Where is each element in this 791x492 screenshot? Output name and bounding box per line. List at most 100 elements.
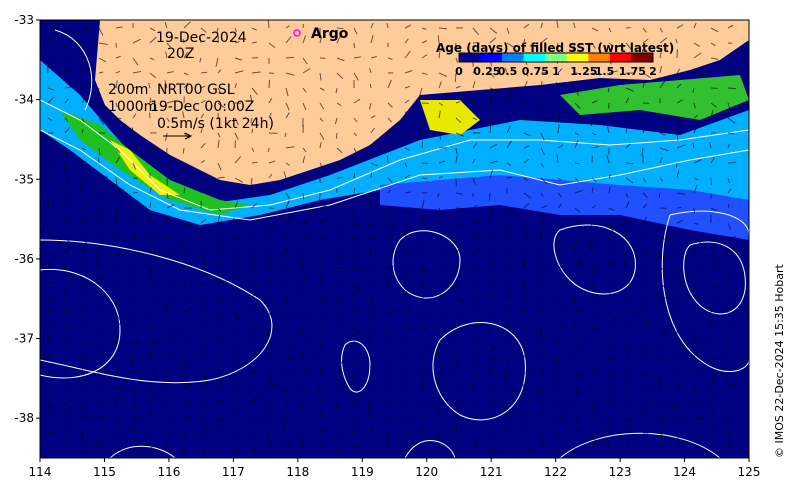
current-vector	[608, 429, 611, 434]
current-vector	[557, 247, 560, 254]
current-vector	[166, 158, 172, 164]
current-vector	[659, 267, 667, 272]
current-vector	[404, 416, 411, 419]
current-vector	[523, 326, 529, 329]
current-vector	[132, 57, 139, 66]
current-vector	[591, 100, 598, 104]
current-vector	[132, 417, 142, 421]
current-vector	[540, 205, 548, 209]
y-tick-label: -35	[14, 172, 34, 186]
current-vector	[608, 186, 611, 194]
current-vector	[625, 229, 628, 239]
current-vector	[608, 260, 613, 269]
current-vector	[710, 237, 717, 243]
current-vector	[438, 312, 444, 316]
current-vector	[574, 72, 581, 75]
current-vector	[506, 95, 513, 104]
current-vector	[693, 282, 697, 290]
current-vector	[251, 395, 259, 404]
current-vector	[557, 306, 563, 314]
current-vector	[285, 87, 289, 97]
current-vector	[727, 383, 736, 389]
current-vector	[608, 42, 614, 47]
current-vector	[131, 127, 134, 134]
current-vector	[319, 429, 324, 434]
current-vector	[472, 357, 480, 365]
x-tick-label: 123	[609, 465, 632, 479]
current-vector	[523, 117, 529, 120]
current-vector	[659, 379, 662, 389]
current-vector	[642, 72, 651, 79]
current-vector	[285, 312, 291, 317]
current-vector	[370, 34, 374, 44]
y-tick-label: -34	[14, 93, 34, 107]
current-vector	[455, 282, 458, 289]
current-vector	[455, 155, 458, 164]
current-vector	[506, 294, 514, 299]
current-vector	[557, 264, 565, 269]
current-vector	[608, 312, 617, 319]
current-vector	[404, 99, 410, 104]
current-vector	[149, 72, 157, 79]
current-vector	[387, 117, 392, 123]
current-vector	[234, 57, 243, 61]
current-vector	[166, 215, 171, 224]
current-vector	[591, 72, 601, 76]
current-vector	[454, 72, 457, 82]
current-vector	[421, 417, 427, 420]
current-vector	[183, 417, 190, 420]
current-vector	[727, 267, 733, 276]
current-vector	[574, 352, 577, 359]
current-vector	[710, 372, 718, 376]
current-vector	[285, 342, 293, 350]
current-vector	[506, 140, 512, 149]
current-vector	[217, 162, 222, 171]
current-vector	[217, 69, 222, 74]
current-vector	[81, 67, 87, 74]
current-vector	[302, 192, 305, 200]
eddy-contour	[404, 440, 456, 458]
current-vector	[268, 79, 271, 89]
current-vector	[693, 102, 696, 109]
current-vector	[183, 372, 188, 378]
current-vector	[421, 72, 428, 75]
current-vector	[506, 176, 512, 179]
current-vector	[234, 192, 243, 199]
current-vector	[523, 99, 527, 104]
current-vector	[132, 369, 135, 374]
current-vector	[675, 162, 678, 168]
current-vector	[335, 87, 338, 94]
current-vector	[574, 417, 579, 425]
current-vector	[659, 432, 666, 440]
current-vector	[471, 382, 474, 389]
current-vector	[268, 401, 275, 404]
current-vector	[523, 308, 526, 314]
current-vector	[506, 87, 512, 93]
current-vector	[335, 132, 338, 139]
current-vector	[727, 342, 731, 350]
current-vector	[727, 222, 732, 230]
argo-marker	[293, 29, 301, 37]
current-vector	[557, 177, 562, 181]
current-vector	[81, 326, 88, 329]
current-vector	[81, 292, 85, 299]
current-vector	[200, 71, 208, 74]
current-vector	[97, 262, 100, 269]
current-vector	[591, 85, 598, 89]
current-vector	[234, 277, 237, 284]
current-vector	[455, 117, 462, 124]
current-vector	[251, 27, 257, 31]
current-vector	[557, 144, 564, 149]
current-vector	[642, 203, 648, 209]
current-vector	[302, 339, 307, 344]
current-vector	[300, 439, 304, 449]
current-vector	[455, 57, 459, 63]
current-vector	[608, 222, 614, 232]
current-vector	[200, 99, 206, 104]
current-vector	[336, 447, 341, 454]
current-vector	[97, 157, 100, 164]
current-vector	[386, 22, 389, 29]
current-vector	[404, 207, 409, 217]
current-vector	[710, 334, 713, 344]
current-vector	[64, 147, 68, 157]
